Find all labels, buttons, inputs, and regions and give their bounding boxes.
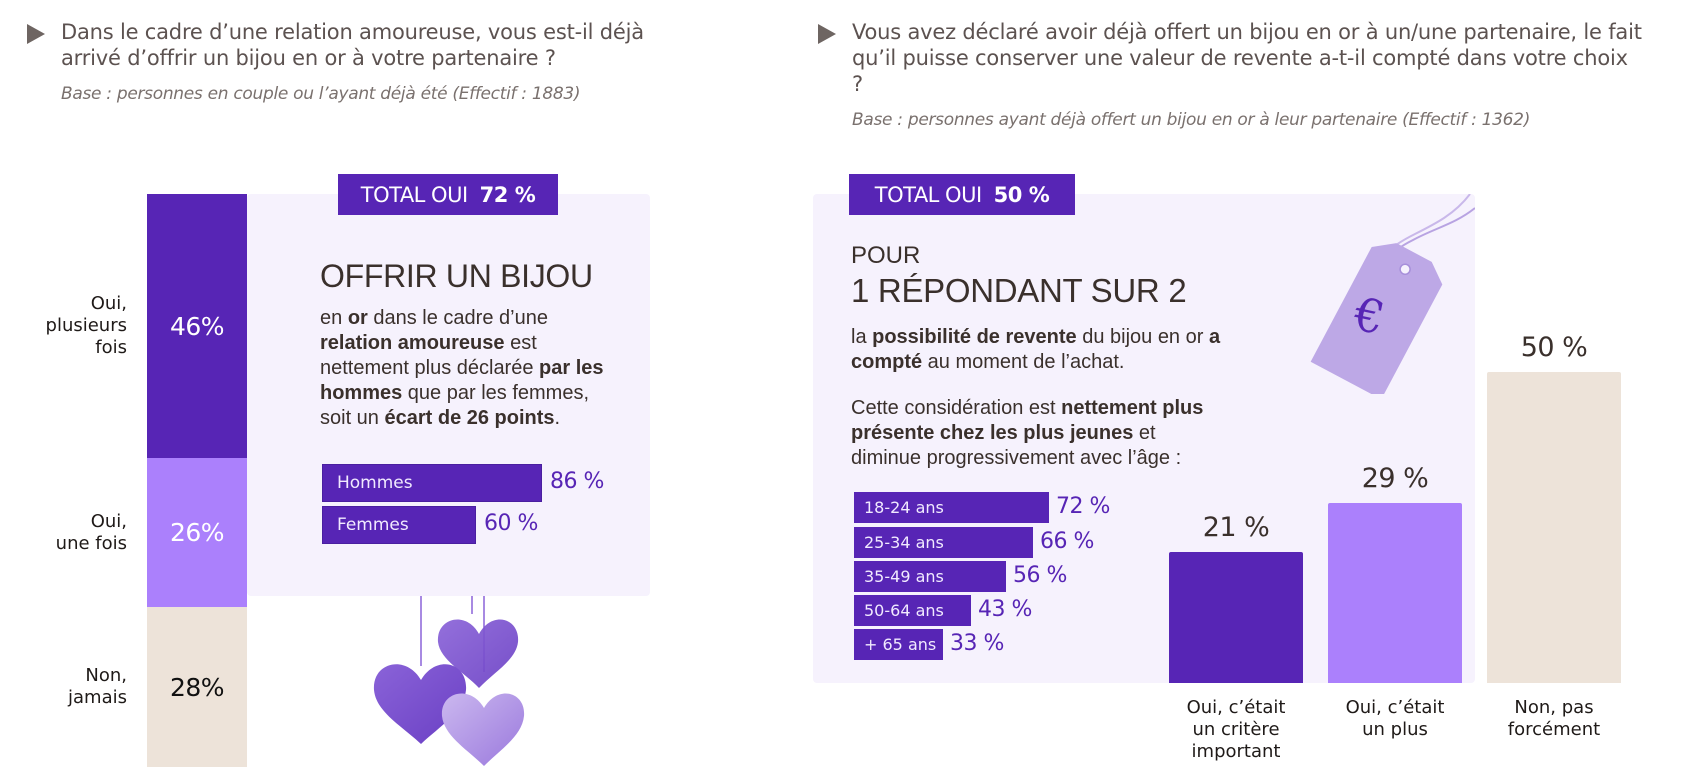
category-label-line: important xyxy=(1191,741,1281,762)
age-bar-value: 56 % xyxy=(1013,563,1067,588)
gender-bar: Femmes xyxy=(322,506,476,544)
body-text: au moment de l’achat. xyxy=(922,351,1125,373)
body-bold: possibilité de revente xyxy=(872,326,1077,348)
stacked-bar-category-label: Oui, une fois xyxy=(56,511,127,555)
revente-bar-value: 50 % xyxy=(1520,332,1588,363)
category-label-line: forcément xyxy=(1507,719,1601,740)
body-text: que par les femmes, soit un xyxy=(320,382,589,429)
gender-bar-value: 86 % xyxy=(550,469,604,494)
stacked-bar-segment: 46% xyxy=(147,194,247,458)
age-bar-value: 72 % xyxy=(1056,494,1110,519)
revente-bar-value: 29 % xyxy=(1361,463,1429,494)
body-bold: écart de 26 points xyxy=(384,407,555,429)
body-bold: or xyxy=(347,307,368,329)
badge-prefix: TOTAL OUI xyxy=(360,182,468,207)
age-bar: 25-34 ans xyxy=(854,527,1033,558)
revente-bar-category-label: Oui, c’était un critère important xyxy=(1161,697,1311,763)
stacked-bar-category-label: Non, jamais xyxy=(68,665,127,709)
left-body: en or dans le cadre d’une relation amour… xyxy=(320,306,620,431)
age-bar: 50-64 ans xyxy=(854,595,971,626)
left-headline: OFFRIR UN BIJOU xyxy=(320,258,593,294)
right-body-2: Cette considération est nettement plus p… xyxy=(851,396,1231,471)
category-label-line: Oui, xyxy=(90,293,127,314)
stacked-bar-category-label: Oui, plusieurs fois xyxy=(46,293,127,359)
euro-price-tag-icon: € xyxy=(1310,194,1475,394)
body-text: dans le cadre d’une xyxy=(367,307,548,329)
revente-bar xyxy=(1169,552,1303,683)
right-question-base: Base : personnes ayant déjà offert un bi… xyxy=(852,110,1531,130)
age-bar: + 65 ans xyxy=(854,629,943,660)
age-bar: 35-49 ans xyxy=(854,561,1006,592)
right-body-1: la possibilité de revente du bijou en or… xyxy=(851,325,1231,375)
right-headline: 1 RÉPONDANT SUR 2 xyxy=(851,272,1187,309)
left-total-badge: TOTAL OUI 72 % xyxy=(338,174,558,215)
category-label-line: Oui, c’était xyxy=(1186,697,1286,718)
category-label-line: plusieurs xyxy=(45,315,127,336)
revente-bar xyxy=(1328,503,1462,683)
age-bar-value: 43 % xyxy=(978,597,1032,622)
gender-bar-value: 60 % xyxy=(484,511,538,536)
body-bold: par les hommes xyxy=(320,357,604,404)
age-bar: 18-24 ans xyxy=(854,492,1049,523)
badge-prefix: TOTAL OUI xyxy=(874,182,982,207)
revente-bar-category-label: Non, pas forcément xyxy=(1479,697,1629,741)
right-question-title: Vous avez déclaré avoir déjà offert un b… xyxy=(852,20,1642,96)
badge-value: 50 % xyxy=(993,182,1050,207)
body-text: . xyxy=(554,407,561,429)
revente-bar xyxy=(1487,372,1621,683)
body-bold: a compté xyxy=(851,326,1221,373)
gender-bar: Hommes xyxy=(322,464,542,502)
category-label-line: un critère xyxy=(1192,719,1280,740)
category-label-line: Non, pas xyxy=(1514,697,1594,718)
category-label-line: Non, xyxy=(85,665,127,686)
body-text: Cette considération est xyxy=(851,397,1062,419)
left-question-base: Base : personnes en couple ou l’ayant dé… xyxy=(61,84,581,104)
category-label-line: fois xyxy=(95,337,127,358)
age-bar-value: 66 % xyxy=(1040,529,1094,554)
question-arrow-icon xyxy=(27,24,45,44)
right-headline-small: POUR xyxy=(851,242,921,269)
right-total-badge: TOTAL OUI 50 % xyxy=(849,174,1075,215)
stacked-bar-segment: 28% xyxy=(147,607,247,767)
body-text: en xyxy=(320,307,348,329)
body-bold: relation amoureuse xyxy=(320,332,505,354)
stacked-bar-segment: 26% xyxy=(147,458,247,607)
body-bold: nettement plus présente chez les plus je… xyxy=(851,397,1204,444)
age-bar-value: 33 % xyxy=(950,631,1004,656)
category-label-line: une fois xyxy=(55,532,127,554)
revente-bar-category-label: Oui, c’était un plus xyxy=(1320,697,1470,741)
category-label-line: Oui, c’était xyxy=(1345,697,1445,718)
body-text: la xyxy=(851,326,873,348)
body-text: et diminue progressivement avec l’âge : xyxy=(851,422,1182,469)
revente-bar-value: 21 % xyxy=(1202,512,1270,543)
left-question-title: Dans le cadre d’une relation amoureuse, … xyxy=(61,20,644,70)
body-text: est nettement plus déclarée xyxy=(320,332,540,379)
category-label-line: Oui, xyxy=(90,510,127,532)
category-label-line: jamais xyxy=(68,687,127,708)
category-label-line: un plus xyxy=(1362,719,1428,740)
body-text: du bijou en or xyxy=(1076,326,1209,348)
badge-value: 72 % xyxy=(479,182,536,207)
question-arrow-icon xyxy=(818,24,836,44)
hanging-hearts-icon xyxy=(373,596,525,766)
